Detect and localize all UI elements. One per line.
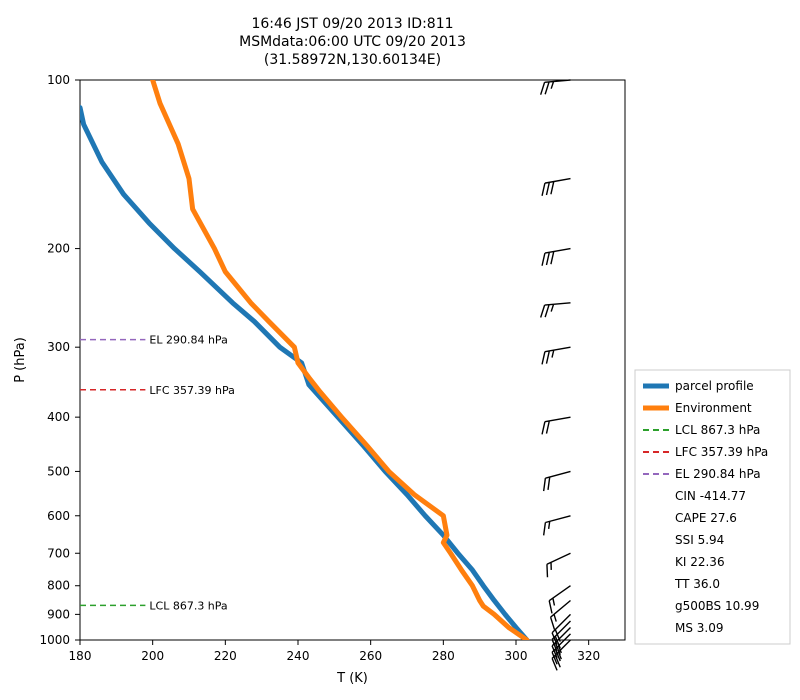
xaxis-label: T (K) [336, 671, 368, 686]
xtick-label: 300 [505, 649, 528, 663]
legend-label: MS 3.09 [675, 621, 724, 635]
xtick-label: 200 [141, 649, 164, 663]
wind-barb [540, 179, 573, 196]
wind-barb [545, 586, 577, 614]
skewt-chart: 16:46 JST 09/20 2013 ID:811 MSMdata:06:00… [0, 0, 800, 700]
ytick-label: 300 [47, 340, 70, 354]
ytick-label: 600 [47, 509, 70, 523]
xtick-label: 240 [287, 649, 310, 663]
legend-label: CIN -414.77 [675, 489, 746, 503]
legend-label: g500BS 10.99 [675, 599, 759, 613]
title-line2: MSMdata:06:00 UTC 09/20 2013 [239, 34, 466, 50]
xtick-label: 280 [432, 649, 455, 663]
xtick-label: 320 [577, 649, 600, 663]
environment-line [153, 80, 527, 640]
wind-barb [540, 303, 572, 318]
legend-label: EL 290.84 hPa [675, 467, 761, 481]
legend-label: Environment [675, 401, 752, 415]
wind-barb [542, 553, 575, 577]
xtick-label: 260 [359, 649, 382, 663]
wind-barb [547, 600, 578, 629]
legend-label: LFC 357.39 hPa [675, 445, 768, 459]
lcl-reflabel: LCL 867.3 hPa [149, 599, 227, 612]
title-line3: (31.58972N,130.60134E) [264, 52, 441, 68]
wind-barb [540, 80, 572, 95]
ytick-label: 100 [47, 73, 70, 87]
ytick-label: 700 [47, 546, 70, 560]
lfc-reflabel: LFC 357.39 hPa [149, 384, 234, 397]
el-reflabel: EL 290.84 hPa [149, 334, 227, 347]
legend-label: parcel profile [675, 379, 754, 393]
xtick-label: 220 [214, 649, 237, 663]
ytick-label: 900 [47, 607, 70, 621]
ytick-label: 400 [47, 410, 70, 424]
ytick-label: 200 [47, 242, 70, 256]
legend-label: CAPE 27.6 [675, 511, 737, 525]
legend-label: KI 22.36 [675, 555, 725, 569]
xtick-label: 180 [69, 649, 92, 663]
yaxis-label: P (hPa) [13, 337, 28, 383]
wind-barb [540, 417, 573, 434]
wind-barb [541, 471, 574, 491]
legend-label: SSI 5.94 [675, 533, 724, 547]
ytick-label: 800 [47, 579, 70, 593]
legend-label: LCL 867.3 hPa [675, 423, 760, 437]
wind-barb [540, 347, 573, 364]
wind-barb [541, 516, 574, 536]
ytick-label: 1000 [39, 633, 70, 647]
ytick-label: 500 [47, 464, 70, 478]
wind-barb [540, 249, 573, 266]
legend-label: TT 36.0 [674, 577, 720, 591]
title-line1: 16:46 JST 09/20 2013 ID:811 [251, 16, 453, 32]
